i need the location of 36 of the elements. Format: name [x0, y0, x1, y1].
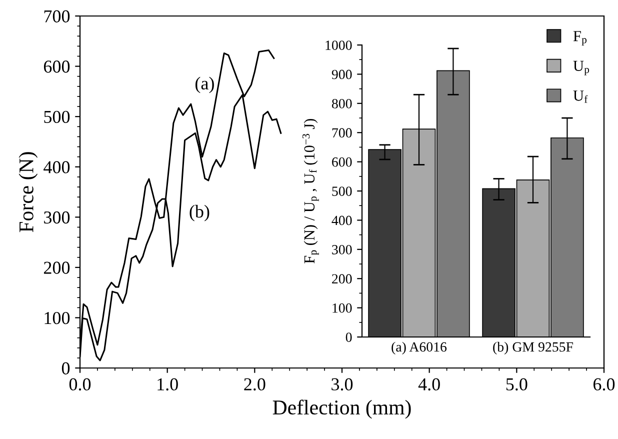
y-tick-label: 800 [332, 98, 352, 108]
y-tick-label: 200 [44, 262, 70, 274]
y-tick-label: 200 [332, 274, 352, 284]
legend-label: U$_{f}$ [573, 90, 588, 103]
y-tick-label: 0 [62, 362, 70, 374]
x-tick-label: 6.0 [593, 378, 615, 391]
legend-label: U$_{p}$ [573, 60, 590, 76]
text: F$_{p}$ (N) / U$_{p}$ , U$_{f}$ (10$^{−3}$ J) [302, 118, 319, 264]
annotation: (a) [195, 76, 214, 94]
x-tick-label: 4.0 [418, 378, 440, 391]
x-axis-title: Deflection (mm) [272, 400, 411, 419]
y-tick-label: 1000 [326, 40, 352, 50]
x-tick-label: 3.0 [332, 378, 353, 391]
y-tick-label: 400 [44, 161, 70, 174]
x-tick-label: 5.0 [506, 378, 528, 391]
y-tick-label: 100 [44, 312, 70, 324]
y-tick-label: 400 [332, 216, 352, 226]
y-tick-label: 0 [346, 332, 352, 342]
y-tick-label: 700 [332, 128, 352, 138]
x-tick-label: (b) GM 9255F [493, 342, 574, 354]
legend-label: F$_{p}$ [573, 31, 587, 46]
y-axis-title: Force (N) [18, 152, 38, 232]
y-tick-label: 300 [332, 244, 352, 254]
y-tick-label: 600 [44, 60, 70, 73]
y-tick-label: 900 [332, 70, 352, 80]
y-tick-label: 700 [44, 10, 70, 22]
y-tick-label: 300 [44, 211, 70, 224]
y-tick-label: 100 [332, 303, 352, 313]
x-tick-label: 2.0 [244, 378, 266, 391]
y-tick-label: 500 [44, 110, 70, 124]
annotation: (b) [190, 204, 210, 222]
x-tick-label: 0.0 [69, 378, 91, 391]
y-tick-label: 500 [332, 186, 352, 196]
x-tick-label: (a) A6016 [392, 342, 447, 354]
x-tick-label: 1.0 [158, 378, 178, 391]
y-tick-label: 600 [332, 157, 352, 167]
